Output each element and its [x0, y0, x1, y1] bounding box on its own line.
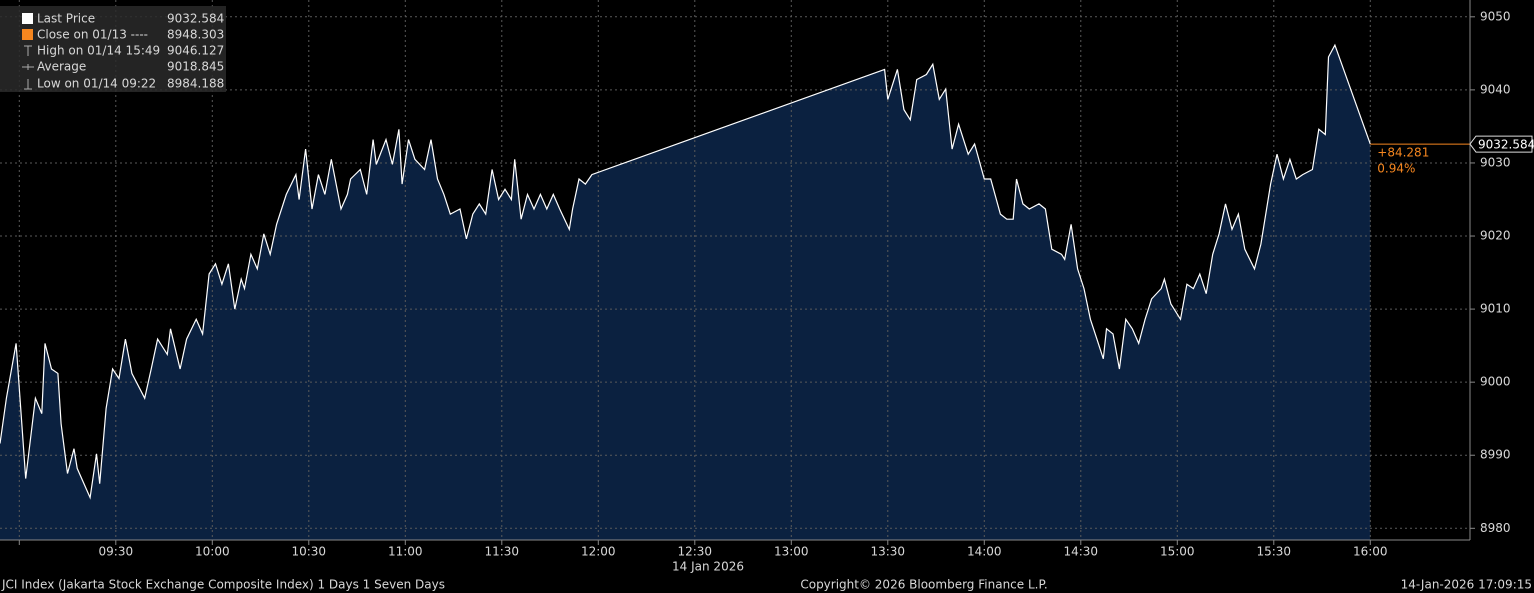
y-tick-label: 9010	[1480, 302, 1511, 316]
x-tick-label: 15:30	[1256, 545, 1291, 559]
y-tick-label: 8980	[1480, 521, 1511, 535]
x-axis-label: 14 Jan 2026	[672, 560, 744, 574]
legend-value: 8984.188	[167, 77, 224, 91]
x-tick-label: 13:30	[870, 545, 905, 559]
plot-area	[0, 0, 1470, 540]
legend-label: Low on 01/14 09:22	[37, 77, 156, 91]
x-tick-label: 12:00	[581, 545, 616, 559]
x-tick-label: 09:30	[99, 545, 134, 559]
x-tick-label: 10:00	[195, 545, 230, 559]
legend-label: High on 01/14 15:49	[37, 44, 160, 58]
x-tick-label: 10:30	[291, 545, 326, 559]
last-price-tag	[1469, 135, 1533, 153]
footer-left: JCI Index (Jakarta Stock Exchange Compos…	[1, 578, 445, 592]
last-price-label: 9032.584	[1478, 138, 1534, 152]
legend-icon	[22, 13, 33, 24]
x-tick-label: 16:00	[1353, 545, 1388, 559]
y-tick-label: 9030	[1480, 155, 1511, 169]
y-tick-label: 9040	[1480, 82, 1511, 96]
area	[0, 45, 1371, 540]
legend-label: Close on 01/13 ----	[37, 28, 148, 42]
x-tick-label: 14:30	[1063, 545, 1098, 559]
y-tick-label: 8990	[1480, 448, 1511, 462]
change-label: +84.281	[1377, 146, 1429, 160]
x-tick-label: 11:30	[484, 545, 519, 559]
x-tick-label: 12:30	[677, 545, 712, 559]
x-tick-label: 15:00	[1160, 545, 1195, 559]
legend-box	[0, 6, 226, 92]
x-tick-label: 14:00	[967, 545, 1002, 559]
legend-value: 8948.303	[167, 28, 224, 42]
legend: Last Price Close on 01/13 ---- High on 0…	[0, 6, 226, 92]
change-pct-label: 0.94%	[1377, 162, 1415, 176]
footer-right: 14-Jan-2026 17:09:15	[1401, 578, 1532, 592]
price-line	[0, 43, 1371, 500]
y-tick-label: 9020	[1480, 229, 1511, 243]
legend-label: Average	[37, 60, 86, 74]
legend-value: 9018.845	[167, 60, 224, 74]
legend-value: 9046.127	[167, 44, 224, 58]
y-tick-label: 9050	[1480, 9, 1511, 23]
legend-value: 9032.584	[167, 12, 224, 26]
legend-icon	[24, 79, 32, 90]
x-tick-label: 11:00	[388, 545, 423, 559]
legend-icon	[22, 64, 34, 70]
y-tick-label: 9000	[1480, 375, 1511, 389]
legend-icon	[22, 29, 33, 40]
x-tick-label: 13:00	[774, 545, 809, 559]
footer-center: Copyright© 2026 Bloomberg Finance L.P.	[800, 578, 1047, 592]
legend-label: Last Price	[37, 12, 95, 26]
legend-icon	[24, 45, 32, 56]
